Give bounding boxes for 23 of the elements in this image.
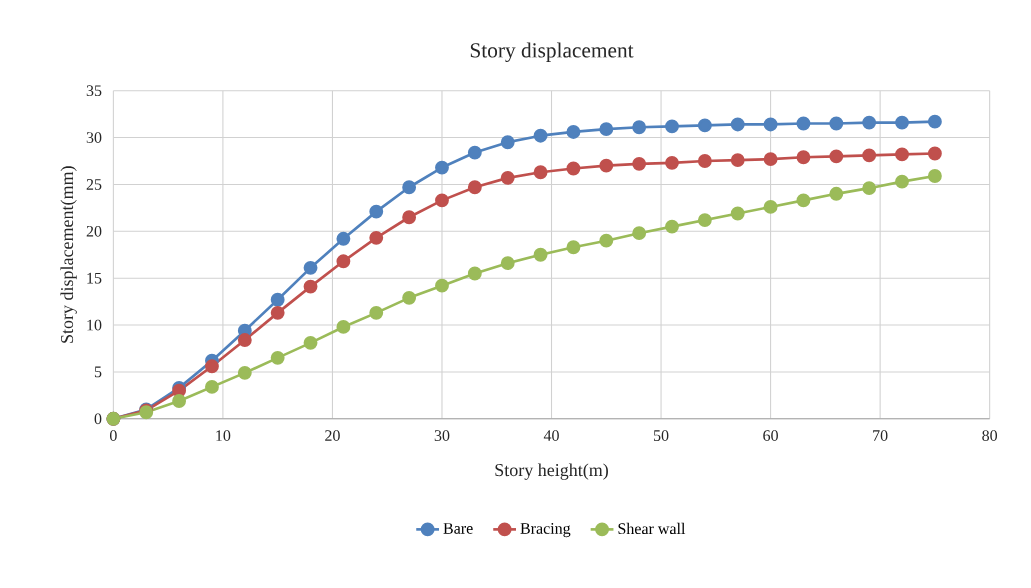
y-tick-label: 25: [86, 178, 102, 190]
chart-title: Story displacement: [470, 42, 634, 62]
x-tick-label: 20: [325, 430, 340, 441]
y-tick-label: 10: [87, 319, 102, 331]
y-tick-label: 35: [86, 85, 102, 96]
x-tick-label: 50: [653, 430, 669, 441]
legend-label: Bracing: [520, 522, 571, 538]
y-tick-label: 30: [86, 132, 102, 143]
x-tick-label: 60: [763, 430, 778, 441]
y-tick-label: 5: [94, 366, 102, 378]
x-tick-label: 40: [543, 430, 559, 441]
x-tick-label: 0: [109, 430, 117, 441]
legend-label: Shear wall: [618, 522, 686, 534]
x-tick-label: 80: [982, 430, 998, 441]
x-tick-label: 30: [434, 430, 450, 441]
y-tick-label: 15: [87, 272, 102, 284]
legend-label: Bare: [443, 523, 473, 534]
y-tick-label: 20: [86, 225, 102, 237]
x-tick-label: 70: [873, 430, 888, 441]
x-tick-label: 10: [216, 430, 231, 441]
y-axis-title: Story displacement(mm): [60, 166, 77, 343]
y-tick-label: 0: [94, 413, 102, 425]
x-axis-title: Story height(m): [495, 463, 608, 480]
